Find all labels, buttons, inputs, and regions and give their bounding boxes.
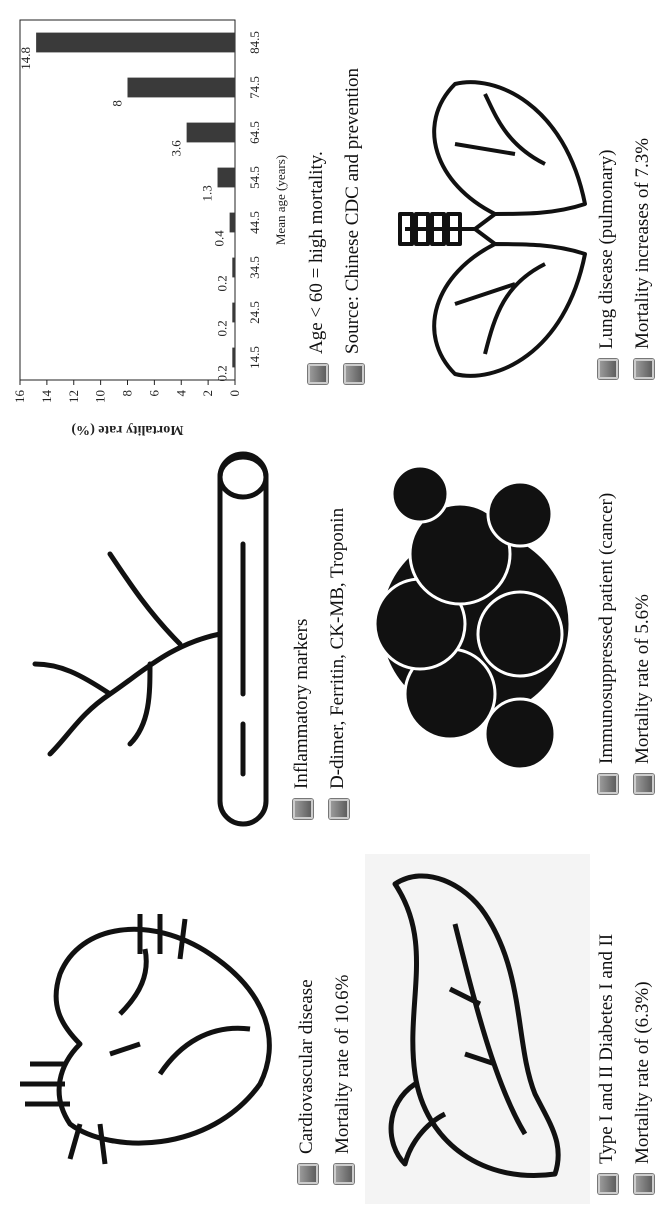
x-tick-label: 64.5 xyxy=(247,121,262,144)
bullet-item: Immunosuppressed patient (cancer) xyxy=(595,434,619,794)
caption: Type I and II Diabetes I and II Mortality… xyxy=(595,834,666,1194)
chart: 0 2 4 6 8 10 12 14 16 Mortality rate (%) 0.2 14.5 0.… xyxy=(0,0,300,454)
bullet xyxy=(598,774,618,794)
caption-text: Type I and II Diabetes I and II xyxy=(595,934,619,1164)
y-tick-label: 0 xyxy=(227,390,242,397)
bullet xyxy=(293,799,313,819)
y-axis-title: Mortality rate (%) xyxy=(71,422,183,437)
bullet-item: Mortality rate of 10.6% xyxy=(331,864,355,1184)
bar xyxy=(232,303,235,323)
bullet xyxy=(598,359,618,379)
bullet-item: Mortality increases of 7.3% xyxy=(631,9,655,379)
bullet-item: Mortality rate of 5.6% xyxy=(631,434,655,794)
value-label: 1.3 xyxy=(200,185,215,201)
value-label: 8 xyxy=(110,100,125,107)
y-tick-label: 12 xyxy=(66,390,81,403)
caption: Lung disease (pulmonary) Mortality increa… xyxy=(595,9,666,379)
page: { "panels": [ {"lines": ["Cardiovascular… xyxy=(0,0,666,1214)
value-label: 0.2 xyxy=(214,275,229,291)
bullet xyxy=(329,799,349,819)
bar xyxy=(187,123,235,143)
caption-text: Source: Chinese CDC and prevention xyxy=(341,68,365,354)
bullet xyxy=(308,364,328,384)
cancer-icon xyxy=(360,454,590,794)
caption-text: Inflammatory markers xyxy=(290,619,314,789)
value-label: 0.2 xyxy=(214,320,229,336)
y-tick-label: 10 xyxy=(93,390,108,403)
bullet-item: Mortality rate of (6.3%) xyxy=(631,834,655,1194)
bar xyxy=(128,78,236,98)
caption-text: Age < 60 = high mortality. xyxy=(305,151,329,354)
caption-text: Mortality rate of 10.6% xyxy=(331,975,355,1154)
bar xyxy=(232,258,235,278)
caption-text: Cardiovascular disease xyxy=(295,979,319,1154)
x-tick-label: 74.5 xyxy=(247,76,262,99)
bullet xyxy=(298,1164,318,1184)
caption-text: Mortality rate of 5.6% xyxy=(631,594,655,764)
bullet-item: D-dimer, Ferritin, CK-MB, Troponin xyxy=(326,419,350,819)
heart-icon xyxy=(10,904,280,1194)
bullet xyxy=(344,364,364,384)
bullet-item: Inflammatory markers xyxy=(290,419,314,819)
x-axis-title: Mean age (years) xyxy=(273,155,288,245)
bullet-item: Lung disease (pulmonary) xyxy=(595,9,619,379)
caption-text: Immunosuppressed patient (cancer) xyxy=(595,493,619,764)
y-tick-label: 2 xyxy=(200,390,215,397)
caption: Cardiovascular disease Mortality rate of … xyxy=(295,864,367,1184)
value-label: 0.2 xyxy=(214,365,229,381)
figure: Cardiovascular disease Mortality rate of … xyxy=(0,0,666,1214)
value-label: 3.6 xyxy=(169,140,184,157)
x-tick-label: 54.5 xyxy=(247,166,262,189)
caption-text: Mortality rate of (6.3%) xyxy=(631,981,655,1164)
bullet-item: Age < 60 = high mortality. xyxy=(305,14,329,384)
x-tick-label: 24.5 xyxy=(247,301,262,324)
caption-text: Mortality increases of 7.3% xyxy=(631,138,655,349)
caption: Inflammatory markers D-dimer, Ferritin, C… xyxy=(290,419,362,819)
bullet xyxy=(334,1164,354,1184)
bar xyxy=(232,348,235,368)
x-tick-label: 84.5 xyxy=(247,31,262,54)
bar xyxy=(218,168,235,188)
y-tick-label: 4 xyxy=(173,390,188,397)
bullet-item: Cardiovascular disease xyxy=(295,864,319,1184)
bullet xyxy=(598,1174,618,1194)
x-tick-label: 44.5 xyxy=(247,211,262,234)
bullet xyxy=(634,1174,654,1194)
lung-icon xyxy=(395,64,595,394)
value-label: 0.4 xyxy=(212,230,227,247)
value-label: 14.8 xyxy=(18,47,33,70)
y-tick-label: 8 xyxy=(120,390,135,397)
y-tick-label: 14 xyxy=(39,390,54,404)
caption-text: D-dimer, Ferritin, CK-MB, Troponin xyxy=(326,508,350,789)
bullet xyxy=(634,774,654,794)
bar xyxy=(230,213,235,233)
caption: Immunosuppressed patient (cancer) Mortali… xyxy=(595,434,666,794)
bullet-item: Source: Chinese CDC and prevention xyxy=(341,14,365,384)
vessel-icon xyxy=(20,444,280,844)
chart-notes: Age < 60 = high mortality. Source: Chines… xyxy=(305,14,377,384)
y-tick-label: 6 xyxy=(146,390,161,397)
bullet-item: Type I and II Diabetes I and II xyxy=(595,834,619,1194)
y-tick-label: 16 xyxy=(12,390,27,404)
bar xyxy=(36,33,235,53)
bullet xyxy=(634,359,654,379)
pancreas-icon xyxy=(365,854,590,1204)
x-tick-label: 34.5 xyxy=(247,256,262,279)
x-tick-label: 14.5 xyxy=(247,346,262,369)
caption-text: Lung disease (pulmonary) xyxy=(595,150,619,349)
